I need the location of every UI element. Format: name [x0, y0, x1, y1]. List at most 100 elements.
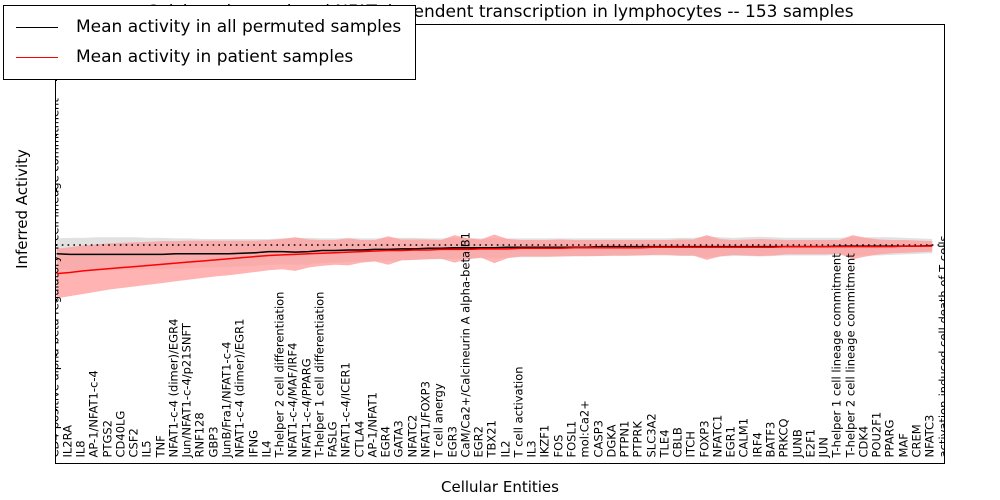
x-tick-label: FASLG — [325, 420, 340, 457]
x-tick-label: CDK4 — [856, 425, 871, 457]
x-tick-mark — [148, 462, 151, 463]
x-tick-mark — [573, 462, 575, 463]
x-tick-label: IL2RA — [60, 424, 75, 457]
x-tick-mark — [201, 462, 204, 463]
x-tick-mark — [626, 462, 628, 463]
x-tick-mark — [812, 462, 814, 463]
x-tick-label: IL5 — [139, 439, 154, 457]
x-tick-label: activation-induced cell death of T cells — [936, 234, 945, 457]
x-tick-mark — [467, 462, 469, 463]
x-tick-label: PTPN1 — [617, 420, 632, 457]
y-tick-mark — [943, 189, 944, 191]
x-tick-mark — [546, 462, 549, 463]
x-tick-mark — [334, 462, 336, 463]
x-tick-label: EGR2 — [471, 425, 486, 458]
x-tick-label: IL8 — [73, 439, 88, 457]
x-tick-mark — [918, 462, 920, 463]
x-tick-mark — [798, 462, 801, 463]
x-tick-mark — [599, 462, 602, 463]
x-tick-label: CD40LG — [113, 410, 128, 457]
x-tick-label: SLC3A2 — [644, 412, 659, 457]
x-tick-label: NFATC2 — [405, 414, 420, 457]
x-tick-mark — [241, 462, 243, 463]
x-tick-label: PTGS2 — [100, 419, 115, 458]
x-tick-label: NFAT1-c-4 (dimer)/EGR1 — [232, 318, 247, 457]
x-tick-label: T-helper 1 cell lineage commitment — [829, 252, 844, 457]
x-tick-mark — [506, 462, 509, 463]
x-tick-label: PRKCQ — [776, 418, 791, 457]
x-tick-label: E2F1 — [803, 428, 818, 457]
x-tick-label: T-helper 2 cell lineage commitment — [843, 252, 858, 457]
x-tick-label: BATF3 — [763, 421, 778, 457]
x-tick-label: NFAT1-c-4/PPARG — [299, 357, 314, 457]
x-tick-mark — [161, 462, 164, 463]
x-tick-label: T cell anergy — [431, 382, 446, 457]
x-tick-label: CD4-positive alpha-beta regulatory T cel… — [55, 97, 61, 457]
series-canvas — [56, 234, 944, 299]
x-tick-label: mol:Ca2+ — [577, 399, 592, 457]
x-tick-label: EGR3 — [445, 425, 460, 458]
x-tick-mark — [560, 462, 562, 463]
x-tick-mark — [347, 462, 350, 463]
x-tick-label: TNF — [153, 434, 168, 457]
x-tick-label: IKZF1 — [537, 424, 552, 457]
x-tick-label: GATA3 — [391, 419, 406, 457]
legend-line-icon — [16, 56, 58, 58]
x-tick-mark — [652, 462, 655, 463]
y-tick-mark — [56, 299, 57, 301]
x-tick-mark — [188, 462, 190, 463]
x-tick-mark — [108, 462, 111, 463]
y-tick-mark — [943, 354, 944, 356]
x-tick-mark — [520, 462, 522, 463]
x-tick-label: AP-1/NFAT1 — [365, 391, 380, 457]
x-tick-mark — [175, 462, 177, 463]
x-tick-mark — [453, 462, 456, 463]
y-tick-mark — [943, 409, 944, 411]
x-tick-mark — [851, 462, 854, 463]
x-tick-label: FOS — [551, 434, 566, 457]
x-tick-label: PTPRK — [630, 420, 645, 457]
x-tick-label: IFNG — [246, 429, 261, 457]
x-tick-label: EGR1 — [723, 425, 738, 458]
x-tick-label: CREM — [909, 423, 924, 457]
x-tick-label: NFATC3 — [922, 414, 937, 457]
y-tick-mark — [943, 79, 944, 81]
x-tick-mark — [440, 462, 442, 463]
x-tick-mark — [56, 462, 58, 463]
y-tick-mark — [943, 299, 944, 301]
x-tick-label: TLE4 — [657, 428, 672, 457]
x-tick-mark — [321, 462, 323, 463]
x-tick-mark — [891, 462, 894, 463]
x-tick-label: IL4 — [259, 439, 274, 457]
x-tick-mark — [82, 462, 84, 463]
x-tick-label: FOXP3 — [697, 419, 712, 457]
x-tick-label: AP-1/NFAT1-c-4 — [86, 369, 101, 457]
x-tick-mark — [759, 462, 761, 463]
y-tick-mark — [943, 244, 944, 246]
x-tick-label: EGR4 — [378, 425, 393, 458]
y-tick-mark — [943, 25, 944, 26]
x-tick-mark — [254, 462, 257, 463]
x-tick-label: POU2F1 — [869, 411, 884, 457]
x-tick-label: CaM/Ca2+/Calcineurin A alpha-beta B1 — [458, 231, 473, 457]
x-tick-mark — [772, 462, 774, 463]
x-tick-mark — [228, 462, 230, 463]
x-tick-mark — [533, 462, 535, 463]
x-tick-label: CTLA4 — [352, 420, 367, 457]
x-tick-label: Jun/NFAT1-c-4/p21SNFT — [179, 322, 194, 457]
series-line — [56, 245, 933, 275]
x-tick-mark — [745, 462, 748, 463]
x-tick-label: CSF2 — [126, 427, 141, 457]
x-tick-label: IL3 — [524, 439, 539, 457]
x-tick-mark — [135, 462, 137, 463]
x-tick-label: NFAT1-c-4 (dimer)/EGR4 — [166, 318, 181, 457]
x-tick-label: IRF4 — [750, 431, 765, 457]
x-tick-mark — [825, 462, 827, 463]
x-tick-label: T-helper 2 cell differentiation — [272, 291, 287, 457]
x-tick-label: T-helper 1 cell differentiation — [312, 291, 327, 457]
x-tick-label: IL2 — [498, 439, 513, 457]
x-tick-label: JUN — [816, 436, 831, 457]
x-tick-mark — [905, 462, 907, 463]
x-tick-label: CBLB — [670, 426, 685, 457]
y-tick-mark — [56, 189, 57, 191]
